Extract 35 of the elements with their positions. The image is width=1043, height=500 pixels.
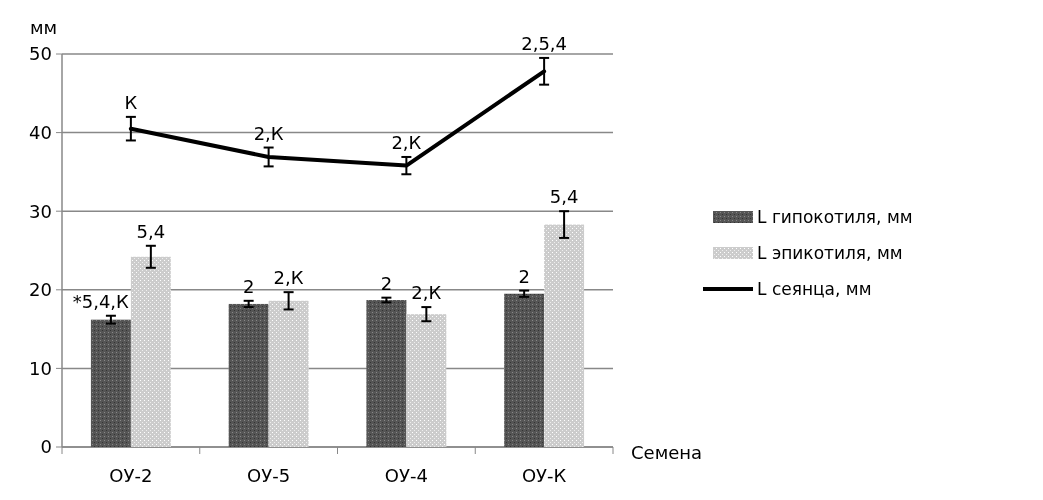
x-tick-label: ОУ-4	[384, 465, 428, 486]
y-tick-label: 30	[29, 200, 52, 222]
annotation: 2	[380, 272, 393, 294]
y-tick-label: 50	[29, 43, 52, 65]
legend-label: L сеянца, мм	[757, 278, 872, 299]
bar	[544, 224, 585, 447]
annotation: 2,К	[253, 122, 284, 144]
bar	[406, 314, 447, 447]
y-tick-label: 10	[29, 357, 52, 379]
annotation: 5,4	[549, 186, 579, 208]
legend-label: L гипокотиля, мм	[757, 206, 913, 227]
bar	[504, 293, 545, 447]
y-axis-title: мм	[30, 17, 58, 38]
annotation: 2,5,4	[521, 32, 568, 54]
annotation: 5,4	[136, 220, 166, 242]
bar	[90, 319, 131, 447]
annotation: *5,4,К	[72, 290, 130, 312]
x-tick-label: ОУ-2	[109, 465, 153, 486]
x-tick-label: ОУ-К	[521, 465, 567, 486]
annotation: 2	[242, 275, 255, 297]
annotation: 2,К	[391, 131, 422, 153]
bar	[130, 256, 171, 447]
legend-label: L эпикотиля, мм	[757, 242, 903, 263]
y-tick-label: 40	[29, 121, 52, 143]
annotation: К	[124, 91, 138, 113]
annotation: 2,К	[411, 282, 442, 304]
bar	[228, 303, 269, 447]
bar	[366, 300, 407, 447]
annotation: 2,К	[273, 267, 304, 289]
x-axis-title: Семена	[631, 442, 703, 463]
annotation: 2	[518, 265, 530, 287]
y-tick-label: 20	[29, 279, 52, 301]
y-tick-label: 0	[40, 436, 52, 458]
x-tick-label: ОУ-5	[247, 465, 291, 486]
bar	[268, 300, 309, 447]
